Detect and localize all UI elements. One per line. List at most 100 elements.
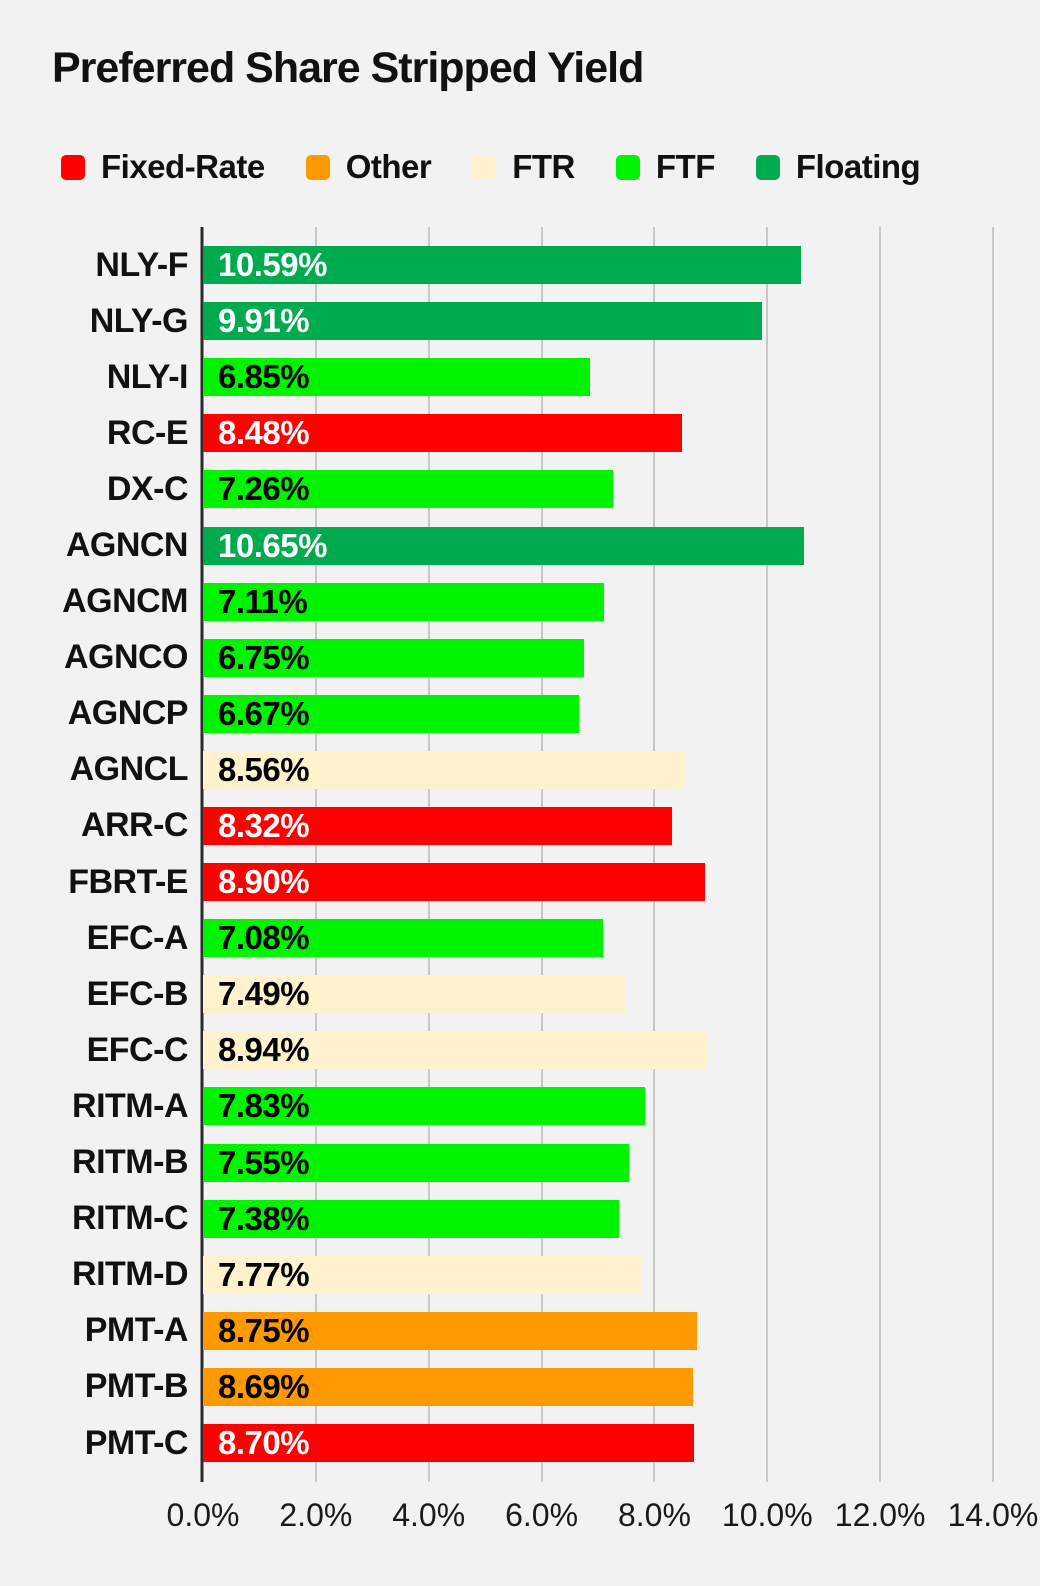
value-label: 7.08% [218,919,310,957]
bar-track: 8.90% [203,863,993,902]
ticker-label: ARR-C [80,806,189,845]
ticker-label: EFC-C [86,1030,189,1069]
ticker-label: FBRT-E [68,862,188,901]
value-bar: 8.56% [203,750,687,789]
x-tick-label: 4.0% [392,1497,466,1533]
gridline [766,227,769,1482]
legend-item: FTF [615,148,715,186]
value-label: 8.70% [218,1424,310,1462]
x-tick-label: 8.0% [617,1497,691,1533]
gridline [879,227,882,1482]
legend-label: Other [345,148,432,185]
bar-row: PMT-C 8.70% [0,1415,993,1471]
legend-label: FTR [512,148,575,185]
gridline [653,227,656,1482]
bar-row: EFC-A 7.08% [0,910,993,966]
legend-item: Floating [755,148,921,186]
x-axis: 0.0% 2.0% 4.0% 6.0% 8.0% 10.0% 12.0% 14.0% [167,1494,1039,1536]
value-bar: 10.59% [203,246,801,285]
bar-row: PMT-B 8.69% [0,1359,993,1415]
ticker-label: AGNCP [67,694,189,733]
value-label: 6.85% [218,358,310,396]
value-bar: 7.77% [203,1255,642,1294]
bar-track: 8.32% [203,806,993,845]
value-label: 7.77% [218,1255,310,1293]
bar-track: 7.77% [203,1255,993,1294]
bar-track: 8.70% [203,1424,993,1463]
chart-title: Preferred Share Stripped Yield [52,44,644,92]
ticker-label: RC-E [106,413,189,452]
value-bar: 7.11% [203,582,605,621]
legend-swatch-icon [615,154,640,180]
ticker-label: RITM-A [72,1086,188,1125]
legend-label: FTF [655,148,715,185]
bar-track: 6.67% [203,694,993,733]
bar-row: NLY-I 6.85% [0,349,993,405]
bar-track: 8.69% [203,1367,993,1406]
value-bar: 8.48% [203,414,682,453]
value-label: 8.75% [218,1311,310,1349]
plot-area: NLY-F 10.59% NLY-G 9.91% NLY-I 6.85% RC-… [0,227,994,1482]
bar-track: 7.26% [203,470,993,509]
gridlines [203,227,994,1482]
y-axis-line [200,227,204,1482]
bar-row: EFC-C 8.94% [0,1022,993,1078]
bar-row: RITM-C 7.38% [0,1191,993,1247]
value-label: 6.67% [218,694,310,732]
value-bar: 7.55% [203,1143,630,1182]
x-tick-label: 2.0% [279,1497,353,1533]
value-label: 7.55% [218,1143,310,1181]
bar-track: 7.11% [203,582,993,621]
value-bar: 6.67% [203,694,580,733]
value-label: 8.94% [218,1031,310,1069]
value-bar: 8.75% [203,1311,697,1350]
bar-track: 7.49% [203,975,993,1014]
value-bar: 7.38% [203,1199,620,1238]
legend-swatch-icon [472,154,497,180]
x-tick-label: 6.0% [505,1497,579,1533]
value-label: 7.26% [218,470,310,508]
bar-track: 6.85% [203,358,993,397]
bar-track: 10.59% [203,246,993,285]
bar-track: 8.94% [203,1031,993,1070]
ticker-label: AGNCL [69,750,189,789]
value-bar: 6.75% [203,638,584,677]
value-bar: 8.70% [203,1424,694,1463]
value-label: 8.48% [218,414,310,452]
x-tick-label: 14.0% [947,1497,1039,1533]
bar-track: 6.75% [203,638,993,677]
ticker-label: EFC-A [86,918,189,957]
bar-row: RITM-D 7.77% [0,1247,993,1303]
value-bar: 7.49% [203,975,626,1014]
bar-rows: NLY-F 10.59% NLY-G 9.91% NLY-I 6.85% RC-… [0,227,993,1482]
value-bar: 10.65% [203,526,804,565]
ticker-label: AGNCN [65,526,189,565]
value-bar: 6.85% [203,358,590,397]
bar-track: 8.56% [203,750,993,789]
legend-item: FTR [472,148,575,186]
value-bar: 7.08% [203,919,603,958]
value-label: 7.83% [218,1087,310,1125]
value-bar: 7.83% [203,1087,645,1126]
bar-track: 7.83% [203,1087,993,1126]
ticker-label: PMT-C [84,1423,189,1462]
ticker-label: NLY-I [106,357,189,396]
bar-track: 7.08% [203,919,993,958]
legend-swatch-icon [755,154,780,180]
ticker-label: NLY-G [89,301,189,340]
bar-row: AGNCM 7.11% [0,574,993,630]
ticker-label: PMT-B [84,1367,189,1406]
bar-row: AGNCL 8.56% [0,742,993,798]
bar-row: NLY-F 10.59% [0,237,993,293]
bar-row: NLY-G 9.91% [0,293,993,349]
value-bar: 8.90% [203,863,706,902]
bar-track: 9.91% [203,302,993,341]
legend-item: Fixed-Rate [61,148,265,186]
ticker-label: RITM-B [72,1143,188,1182]
ticker-label: AGNCO [63,638,189,677]
bar-track: 7.38% [203,1199,993,1238]
value-bar: 8.32% [203,806,673,845]
value-label: 10.65% [218,526,327,564]
ticker-label: AGNCM [62,582,188,621]
x-tick-label: 10.0% [721,1497,813,1533]
